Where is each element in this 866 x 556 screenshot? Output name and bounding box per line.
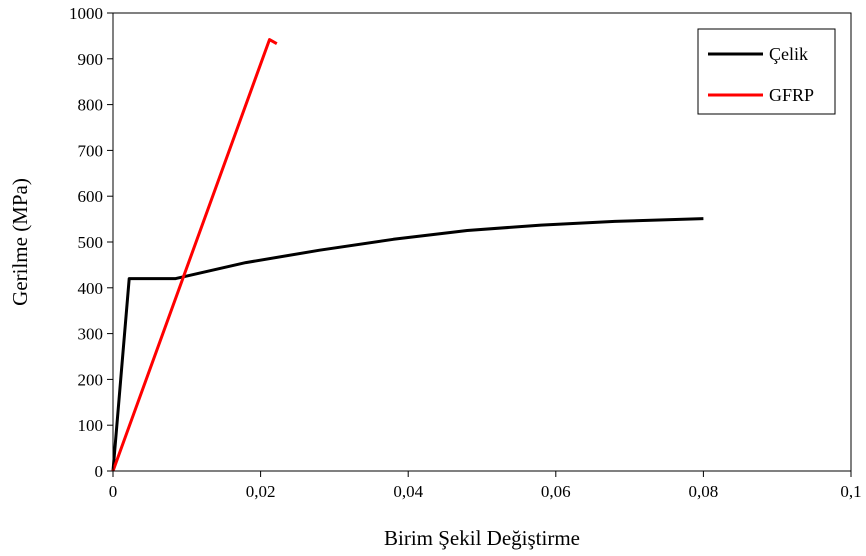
y-tick-label: 700 [78, 141, 104, 160]
y-tick-label: 100 [78, 416, 104, 435]
y-tick-label: 800 [78, 96, 104, 115]
x-tick-label: 0 [109, 482, 118, 501]
y-tick-label: 0 [95, 462, 104, 481]
x-axis-ticks: 0 0,02 0,04 0,06 0,08 0,1 [109, 471, 862, 501]
y-tick-label: 1000 [69, 4, 103, 23]
y-tick-label: 900 [78, 50, 104, 69]
y-tick-label: 500 [78, 233, 104, 252]
legend-label-celik: Çelik [769, 44, 808, 64]
x-axis-title: Birim Şekil Değiştirme [384, 526, 580, 550]
series-line-celik [111, 217, 704, 472]
y-axis-ticks: 0 100 200 300 400 500 600 700 800 900 1000 [69, 4, 113, 481]
y-tick-label: 200 [78, 370, 104, 389]
x-tick-label: 0,06 [541, 482, 571, 501]
x-tick-label: 0,08 [689, 482, 719, 501]
plot-area-frame [112, 12, 852, 472]
y-tick-label: 400 [78, 279, 104, 298]
x-tick-label: 0,02 [246, 482, 276, 501]
series-line-gfrp [111, 38, 278, 472]
y-tick-label: 300 [78, 325, 104, 344]
legend: Çelik GFRP [697, 28, 836, 115]
legend-box [697, 28, 836, 115]
series-layer [111, 38, 704, 472]
legend-label-gfrp: GFRP [769, 85, 814, 105]
y-tick-label: 600 [78, 187, 104, 206]
y-axis-title: Gerilme (MPa) [8, 178, 32, 306]
x-tick-label: 0,1 [840, 482, 861, 501]
x-tick-label: 0,04 [393, 482, 423, 501]
